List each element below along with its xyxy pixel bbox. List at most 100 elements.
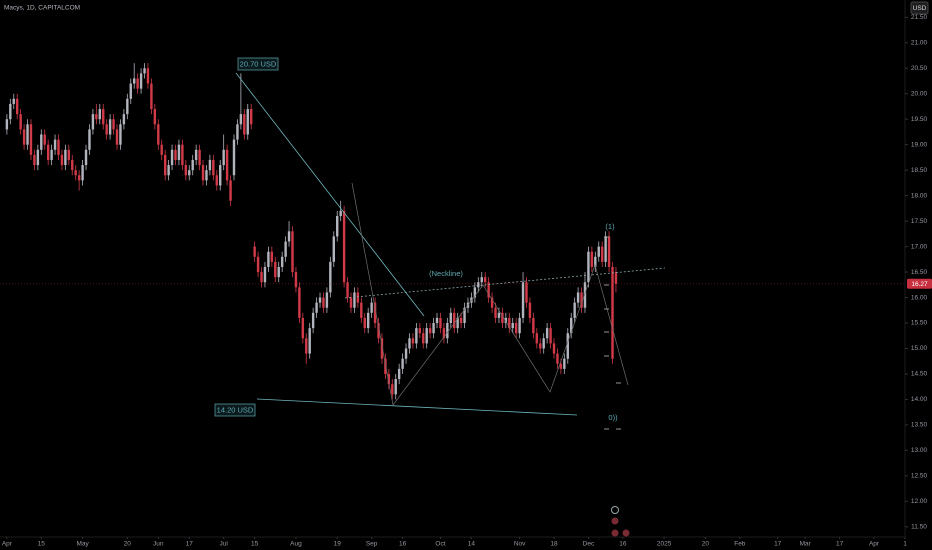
candle-body — [26, 124, 29, 145]
wave-label: (1) — [605, 222, 615, 231]
event-icon[interactable] — [622, 529, 630, 537]
candle-body — [432, 323, 435, 334]
currency-label[interactable]: USD — [913, 5, 927, 12]
x-tick-label: 14 — [468, 541, 476, 548]
candle-body — [514, 323, 518, 334]
x-tick-label: May — [76, 541, 89, 548]
candle-body — [267, 251, 270, 267]
candle-body — [525, 282, 528, 303]
candle-body — [256, 256, 260, 273]
candle-body — [46, 144, 50, 160]
candle-body — [284, 241, 287, 257]
candle-body — [236, 124, 239, 140]
candle-body — [480, 277, 483, 283]
candle-body — [494, 307, 497, 318]
candle-body — [580, 292, 583, 308]
x-tick-label: 2025 — [657, 541, 672, 548]
y-tick-label: 12.00 — [911, 498, 928, 505]
candle-body — [556, 353, 559, 364]
candle-body — [442, 328, 446, 339]
candle-body — [342, 210, 346, 283]
y-tick-label: 14.50 — [911, 371, 928, 378]
candle-body — [570, 317, 573, 334]
candle-body — [483, 277, 487, 283]
candle-body — [356, 292, 360, 303]
price-note: 14.20 USD — [217, 405, 254, 414]
candle-body — [397, 368, 401, 380]
candle-body — [607, 236, 611, 267]
drawings: 20.70 USD 14.20 USD (Neckline) (1) 0)) — [214, 57, 666, 537]
candle-body — [212, 159, 215, 176]
candle-body — [521, 282, 525, 318]
candle-body — [243, 114, 246, 135]
candle-body — [360, 302, 363, 318]
candle-body — [12, 98, 15, 104]
candle-body — [167, 165, 170, 176]
candle-body — [408, 338, 411, 349]
candle-body — [119, 124, 122, 145]
candle-body — [394, 379, 397, 395]
support-line — [256, 398, 578, 416]
candle-body — [311, 312, 315, 329]
y-tick-label: 18.00 — [911, 192, 928, 199]
candle-body — [22, 129, 26, 145]
candle-body — [50, 149, 53, 160]
candle-body — [287, 231, 291, 242]
x-tick-label: 17 — [186, 541, 194, 548]
candle-body — [33, 154, 36, 166]
candle-body — [332, 236, 335, 262]
x-tick-label: 18 — [550, 541, 558, 548]
candle-body — [88, 129, 91, 150]
last-price-box — [907, 278, 932, 289]
candle-body — [501, 312, 504, 324]
candle-body — [490, 297, 494, 308]
candle-body — [497, 312, 501, 318]
candle-body — [370, 302, 373, 313]
candle-body — [439, 317, 442, 329]
candle-body — [95, 114, 98, 120]
event-icon[interactable] — [611, 529, 619, 537]
y-tick-label: 14.00 — [911, 396, 928, 403]
candle-body — [305, 338, 308, 354]
candle-body — [132, 78, 136, 84]
candle-body — [346, 282, 349, 298]
candle-body — [222, 149, 225, 166]
candle-body — [301, 317, 305, 339]
candle-body — [181, 144, 184, 166]
candle-body — [19, 114, 22, 130]
trend-line — [235, 72, 425, 317]
candle-body — [384, 358, 387, 374]
candle-body — [246, 109, 249, 135]
candle-body — [150, 83, 153, 110]
x-tick-label: 20 — [702, 541, 710, 548]
candle-body — [404, 348, 408, 359]
level-dashes — [604, 236, 621, 430]
y-tick-label: 19.50 — [911, 116, 928, 123]
candle-body — [57, 139, 60, 155]
x-tick-label: Dec — [583, 541, 595, 548]
candle-body — [157, 124, 160, 145]
y-tick-label: 20.00 — [911, 90, 928, 97]
candle-body — [208, 159, 212, 171]
candle-body — [260, 272, 263, 283]
x-tick-label: Oct — [435, 541, 445, 548]
candle-body — [84, 149, 88, 166]
x-tick-label: 16 — [619, 541, 627, 548]
candle-body — [391, 384, 394, 395]
candle-body — [604, 236, 607, 262]
candle-body — [366, 312, 370, 329]
price-note: 20.70 USD — [240, 59, 277, 68]
candle-body — [425, 328, 428, 344]
event-icon[interactable] — [611, 506, 619, 514]
candle-body — [590, 251, 594, 267]
candle-body — [77, 175, 81, 181]
candle-body — [459, 317, 463, 324]
candle-body — [597, 246, 600, 257]
candle-body — [446, 323, 449, 339]
candle-body — [43, 134, 46, 145]
currency-button[interactable] — [910, 1, 929, 15]
candle-body — [363, 317, 366, 329]
event-icon[interactable] — [611, 517, 619, 525]
